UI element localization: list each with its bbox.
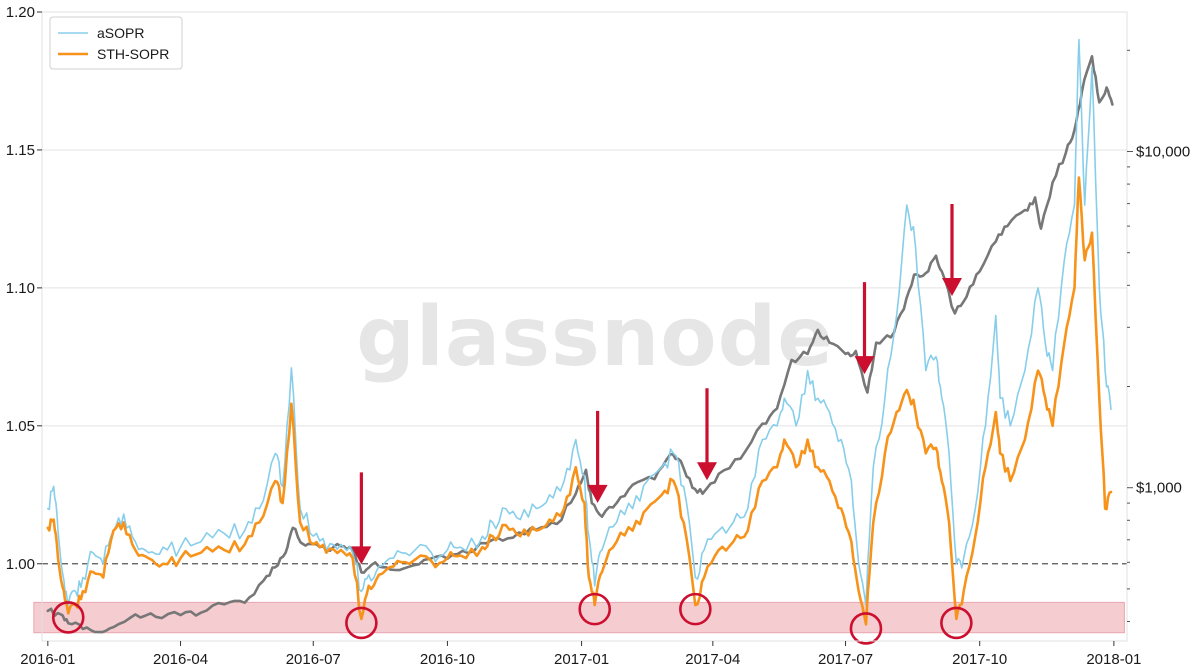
arrow-3 <box>854 282 875 375</box>
x-tick-label-4: 2017-01 <box>554 651 609 668</box>
series-sth-sopr <box>46 176 1113 626</box>
legend-label-0: aSOPR <box>97 25 144 41</box>
y-left-tick-label-1: 1.05 <box>6 418 35 435</box>
y-left-tick-label-3: 1.15 <box>6 142 35 159</box>
series-price <box>46 55 1114 634</box>
x-tick-label-2: 2016-07 <box>286 651 341 668</box>
x-tick-label-0: 2016-01 <box>20 651 75 668</box>
arrow-0 <box>351 472 372 565</box>
plot-frame <box>41 11 1128 642</box>
bottom-circle-4 <box>849 612 883 645</box>
bottom-circle-1 <box>345 606 378 640</box>
arrow-head <box>587 484 608 503</box>
x-tick-label-6: 2017-07 <box>818 651 873 668</box>
bottom-circle-0 <box>51 601 85 634</box>
arrow-head <box>942 278 962 297</box>
y-left-tick-label-0: 1.00 <box>6 556 35 573</box>
bottom-circle-3 <box>679 592 712 626</box>
watermark-text: glassnode <box>356 290 834 385</box>
y-axis-left: 1.00 1.05 1.10 1.15 1.20 <box>6 4 42 573</box>
bottom-circle-5 <box>940 606 973 640</box>
series-layer <box>46 38 1114 634</box>
y-left-tick-label-2: 1.10 <box>6 280 35 297</box>
plot-border <box>41 11 1128 642</box>
y-left-tick-label-4: 1.20 <box>6 4 35 21</box>
legend-label-1: STH-SOPR <box>97 46 169 62</box>
y-right-tick-label-0: $1,000 <box>1136 480 1182 497</box>
x-tick-label-7: 2017-10 <box>952 651 1007 668</box>
watermark: glassnode <box>356 290 834 385</box>
arrow-head <box>854 356 875 375</box>
y-axis-right: $1,000 $10,000 <box>1127 49 1190 623</box>
bottom-circle-2 <box>578 592 612 626</box>
arrow-head <box>351 546 372 565</box>
arrow-2 <box>697 388 717 481</box>
arrow-1 <box>587 410 608 503</box>
series-asopr <box>47 38 1112 606</box>
markers-layer <box>51 204 973 645</box>
legend: aSOPR STH-SOPR <box>49 16 183 70</box>
arrow-head <box>697 462 717 481</box>
x-tick-label-8: 2018-01 <box>1086 651 1141 668</box>
x-axis: 2016-01 2016-04 2016-07 2016-10 2017-01 2017-… <box>20 641 1141 668</box>
x-tick-label-5: 2017-04 <box>685 651 740 668</box>
x-tick-label-3: 2016-10 <box>420 651 475 668</box>
legend-box <box>49 16 183 70</box>
y-right-tick-label-1: $10,000 <box>1136 144 1190 161</box>
x-tick-label-1: 2016-04 <box>153 651 208 668</box>
arrow-4 <box>942 204 962 297</box>
